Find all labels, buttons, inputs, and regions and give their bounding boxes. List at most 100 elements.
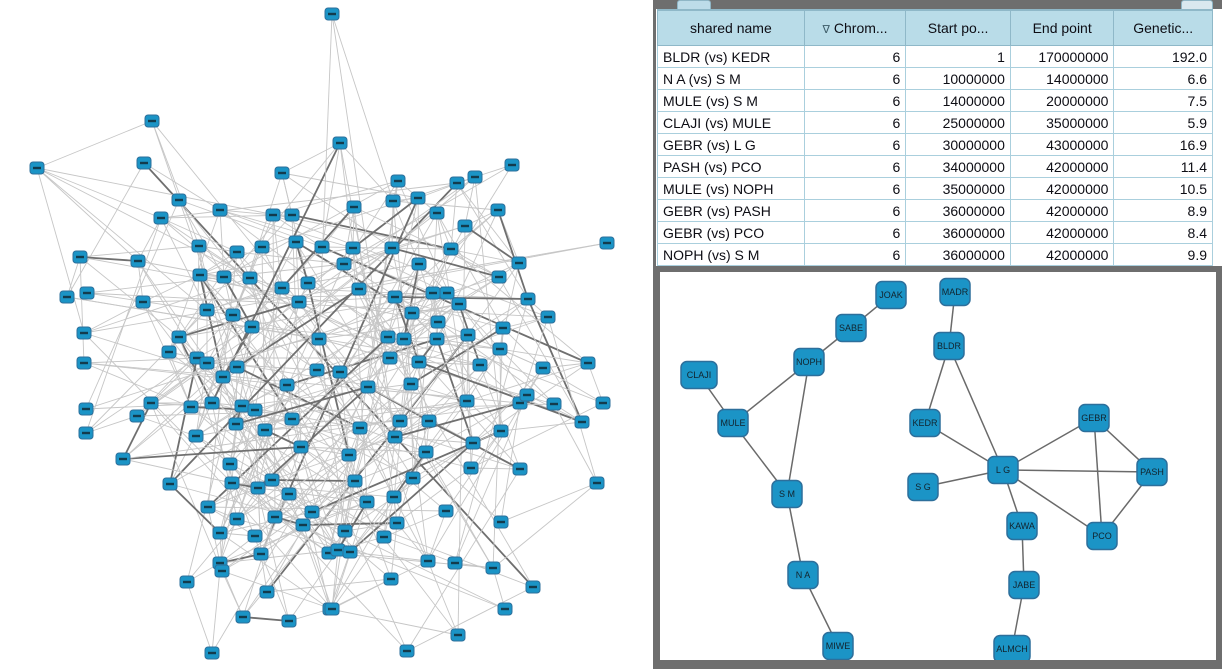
network-node[interactable] — [439, 286, 455, 300]
node-pco[interactable]: PCO — [1086, 521, 1118, 551]
network-node[interactable] — [420, 554, 436, 568]
network-node[interactable] — [449, 176, 465, 190]
network-node[interactable] — [144, 114, 160, 128]
network-node[interactable] — [430, 315, 446, 329]
network-node[interactable] — [311, 332, 327, 346]
network-node[interactable] — [465, 436, 481, 450]
network-node[interactable] — [212, 203, 228, 217]
network-node[interactable] — [281, 614, 297, 628]
network-node[interactable] — [229, 360, 245, 374]
network-node[interactable] — [332, 136, 348, 150]
node-noph[interactable]: NOPH — [793, 347, 825, 377]
network-node[interactable] — [265, 208, 281, 222]
table-cell[interactable]: 6 — [803, 45, 907, 68]
network-node[interactable] — [115, 452, 131, 466]
network-node[interactable] — [457, 219, 473, 233]
network-node[interactable] — [222, 457, 238, 471]
table-row[interactable]: PASH (vs) PCO 6 34000000 42000000 11.4 — [657, 155, 1213, 178]
network-node[interactable] — [392, 414, 408, 428]
network-node[interactable] — [438, 504, 454, 518]
network-node[interactable] — [235, 610, 251, 624]
table-cell[interactable]: 25000000 — [905, 111, 1011, 134]
table-cell[interactable]: 8.4 — [1113, 221, 1213, 244]
table-cell[interactable]: 6 — [803, 243, 907, 266]
table-cell[interactable]: MULE (vs) NOPH — [657, 177, 805, 200]
network-node[interactable] — [129, 409, 145, 423]
table-cell[interactable]: 42000000 — [1009, 199, 1115, 222]
node-pash[interactable]: PASH — [1136, 457, 1168, 487]
table-cell[interactable]: NOPH (vs) S M — [657, 243, 805, 266]
table-cell[interactable]: 10000000 — [905, 67, 1011, 90]
node-claji[interactable]: CLAJI — [680, 360, 718, 390]
network-node[interactable] — [288, 235, 304, 249]
table-cell[interactable]: 6 — [803, 89, 907, 112]
network-node[interactable] — [228, 417, 244, 431]
network-node[interactable] — [264, 473, 280, 487]
table-cell[interactable]: 36000000 — [905, 199, 1011, 222]
table-cell[interactable]: BLDR (vs) KEDR — [657, 45, 805, 68]
network-node[interactable] — [332, 365, 348, 379]
network-node[interactable] — [143, 396, 159, 410]
network-node[interactable] — [341, 448, 357, 462]
filter-icon[interactable]: ∇ — [822, 24, 830, 36]
network-node[interactable] — [78, 402, 94, 416]
network-node[interactable] — [540, 310, 556, 324]
node-s-m[interactable]: S M — [771, 479, 803, 509]
network-node[interactable] — [386, 490, 402, 504]
network-node[interactable] — [463, 461, 479, 475]
column-header-chrom---[interactable]: ∇ Chrom... — [803, 9, 907, 46]
network-node[interactable] — [300, 276, 316, 290]
network-node[interactable] — [161, 345, 177, 359]
network-node[interactable] — [376, 530, 392, 544]
network-node[interactable] — [162, 477, 178, 491]
network-node[interactable] — [171, 330, 187, 344]
table-cell[interactable]: 192.0 — [1113, 45, 1213, 68]
table-cell[interactable]: 6 — [803, 155, 907, 178]
network-node[interactable] — [491, 270, 507, 284]
network-node[interactable] — [504, 158, 520, 172]
table-cell[interactable]: N A (vs) S M — [657, 67, 805, 90]
network-node[interactable] — [274, 166, 290, 180]
network-node[interactable] — [525, 580, 541, 594]
network-node[interactable] — [360, 380, 376, 394]
table-cell[interactable]: 1 — [905, 45, 1011, 68]
network-node[interactable] — [274, 281, 290, 295]
table-cell[interactable]: 42000000 — [1009, 243, 1115, 266]
network-node[interactable] — [284, 412, 300, 426]
table-cell[interactable]: 14000000 — [1009, 67, 1115, 90]
network-node[interactable] — [492, 342, 508, 356]
network-node[interactable] — [183, 400, 199, 414]
network-node[interactable] — [421, 414, 437, 428]
network-node[interactable] — [279, 378, 295, 392]
detail-network-canvas[interactable]: JOAK MADR SABE BLDR NOPH CLAJI GEBR MULE KEDR L G… — [660, 272, 1216, 664]
network-node[interactable] — [451, 297, 467, 311]
table-cell[interactable]: PASH (vs) PCO — [657, 155, 805, 178]
network-node[interactable] — [396, 332, 412, 346]
table-cell[interactable]: CLAJI (vs) MULE — [657, 111, 805, 134]
network-node[interactable] — [490, 203, 506, 217]
network-node[interactable] — [411, 257, 427, 271]
network-node[interactable] — [135, 295, 151, 309]
network-node[interactable] — [324, 602, 340, 616]
network-node[interactable] — [229, 245, 245, 259]
network-node[interactable] — [284, 208, 300, 222]
table-cell[interactable]: 14000000 — [905, 89, 1011, 112]
column-header-genetic---[interactable]: Genetic... — [1113, 9, 1213, 46]
network-node[interactable] — [199, 303, 215, 317]
node-n-a[interactable]: N A — [787, 560, 819, 590]
table-cell[interactable]: GEBR (vs) PCO — [657, 221, 805, 244]
network-node[interactable] — [425, 286, 441, 300]
table-cell[interactable]: 6 — [803, 177, 907, 200]
table-cell[interactable]: 7.5 — [1113, 89, 1213, 112]
table-row[interactable]: GEBR (vs) PCO 6 36000000 42000000 8.4 — [657, 221, 1213, 244]
network-node[interactable] — [59, 290, 75, 304]
network-node[interactable] — [383, 572, 399, 586]
network-node[interactable] — [385, 194, 401, 208]
node-gebr[interactable]: GEBR — [1078, 403, 1110, 433]
table-row[interactable]: BLDR (vs) KEDR 6 1 170000000 192.0 — [657, 45, 1213, 68]
table-cell[interactable]: GEBR (vs) PASH — [657, 199, 805, 222]
column-header-end-point[interactable]: End point — [1009, 9, 1115, 46]
network-node[interactable] — [387, 430, 403, 444]
network-node[interactable] — [78, 426, 94, 440]
network-node[interactable] — [384, 241, 400, 255]
